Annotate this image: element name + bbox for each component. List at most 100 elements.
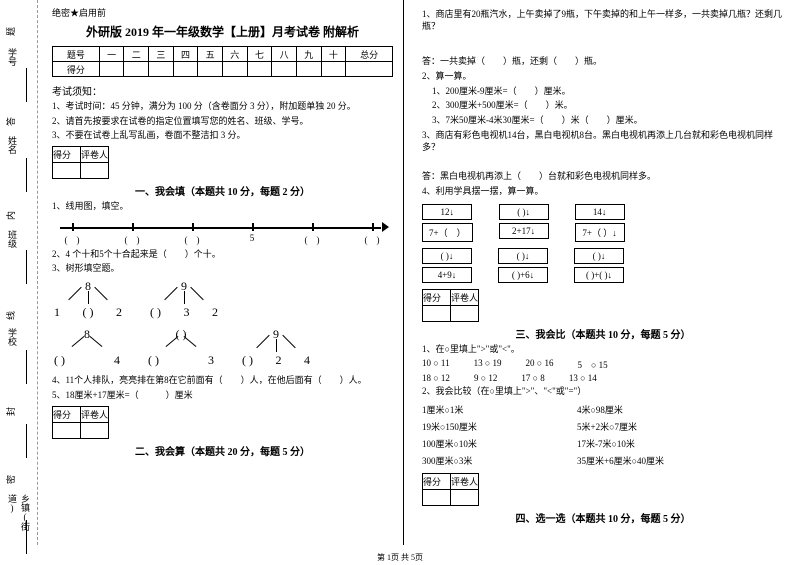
- tree-leaf: 3: [184, 305, 190, 320]
- td: 得分: [423, 289, 451, 305]
- cmp-row: 18 ○ 129 ○ 1217 ○ 813 ○ 14: [422, 373, 784, 383]
- s2-q2: 2、算一算。: [422, 71, 784, 83]
- tree-leaf: ( ): [150, 305, 161, 320]
- th: 二: [124, 47, 149, 62]
- th: 六: [222, 47, 247, 62]
- tree-leaf: ( ): [54, 353, 65, 368]
- cmp: 5 ○ 15: [577, 358, 607, 371]
- box-bot: 4+9↓: [422, 267, 472, 283]
- s3-q1: 1、在○里填上">"或"<"。: [422, 344, 784, 356]
- table-row: 得分: [53, 62, 393, 77]
- tree: 9 ( )32: [148, 279, 220, 321]
- binding-margin: 题 学号 答 姓名 内 班级 线 学校 封 密 乡镇(街道): [0, 0, 38, 545]
- cmp-row: 1厘米○1米4米○98厘米: [422, 401, 784, 418]
- margin-side: 密: [4, 475, 17, 484]
- grader-table: 得分评卷人: [422, 473, 479, 506]
- notice-item: 3、不要在试卷上乱写乱画，卷面不整洁扣 3 分。: [52, 130, 393, 142]
- grader-table: 得分评卷人: [52, 406, 109, 439]
- s2-q2-1: 1、200厘米-9厘米=（ ）厘米。: [432, 86, 784, 98]
- secret-mark: 绝密★启用前: [52, 6, 393, 19]
- td: 得分: [53, 147, 81, 163]
- box-bot: ( )+( )↓: [574, 267, 624, 283]
- box-top: ( )↓: [498, 248, 548, 264]
- q4: 4、11个人排队，亮亮排在第8在它前面有（ ）人，在他后面有（ ）人。: [52, 375, 393, 387]
- tree: 8 ( ) 4: [52, 327, 122, 369]
- margin-line: [26, 68, 27, 102]
- s2-a1: 答：一共卖掉（ ）瓶，还剩（ ）瓶。: [422, 56, 784, 68]
- section-2-header: 二、我会算（本题共 20 分，每题 5 分）: [52, 443, 393, 458]
- notice-item: 2、请首先按要求在试卷的指定位置填写您的姓名、班级、学号。: [52, 116, 393, 128]
- th: 十: [321, 47, 346, 62]
- margin-side: 内: [4, 211, 17, 220]
- section-4-header: 四、选一选（本题共 10 分，每题 5 分）: [422, 510, 784, 525]
- s2-q2-2: 2、300厘米+500厘米=（ ）米。: [432, 100, 784, 112]
- tree: ( ) ( )3: [146, 327, 216, 369]
- box-bot: 7+（ ）↓: [575, 223, 625, 242]
- margin-side: 答: [4, 117, 17, 126]
- notice-header: 考试须知：: [52, 83, 393, 98]
- tree: 8 1( )2: [52, 279, 124, 321]
- tree-row-b: 8 ( ) 4 ( ) ( ) 3 9 ( )24: [52, 327, 393, 369]
- box-stack: ( )↓( )+6↓: [498, 248, 548, 283]
- section-1-header: 一、我会填（本题共 10 分，每题 2 分）: [52, 183, 393, 198]
- cmp: 10 ○ 11: [422, 358, 450, 371]
- margin-side: 封: [4, 407, 17, 416]
- cmp-row: 300厘米○3米35厘米+6厘米○40厘米: [422, 452, 784, 469]
- box-row-2: ( )↓4+9↓ ( )↓( )+6↓ ( )↓( )+( )↓: [422, 248, 784, 283]
- cmp: 5米+2米○7厘米: [577, 420, 732, 433]
- cmp: 18 ○ 12: [422, 373, 450, 383]
- box-row-1: 12↓7+（ ） ( )↓2+17↓ 14↓7+（ ）↓: [422, 204, 784, 242]
- tree-top: ( ): [176, 327, 187, 342]
- td: 得分: [423, 473, 451, 489]
- box-top: ( )↓: [499, 204, 549, 220]
- score-table: 题号 一 二 三 四 五 六 七 八 九 十 总分 得分: [52, 46, 393, 77]
- th: 九: [296, 47, 321, 62]
- td: 评卷人: [451, 473, 479, 489]
- th: 一: [99, 47, 124, 62]
- s2-q2-3: 3、7米50厘米-4米30厘米=（ ）米（ ）厘米。: [432, 115, 784, 127]
- cmp: 1厘米○1米: [422, 403, 577, 416]
- th: 题号: [53, 47, 100, 62]
- tree-leaf: 4: [114, 353, 120, 368]
- s2-q3: 3、商店有彩色电视机14台，黑白电视机8台。黑白电视机再添上几台就和彩色电视机同…: [422, 130, 784, 153]
- cmp: 13 ○ 14: [569, 373, 597, 383]
- th: 五: [198, 47, 223, 62]
- box-top: 14↓: [575, 204, 625, 220]
- cmp: 17 ○ 8: [521, 373, 544, 383]
- th: 三: [149, 47, 174, 62]
- tree-leaf: 2: [212, 305, 218, 320]
- box-stack: ( )↓( )+( )↓: [574, 248, 624, 283]
- tree-leaf: 2: [116, 305, 122, 320]
- tree-top: 8: [84, 327, 90, 342]
- nl-val: ( ): [365, 233, 380, 246]
- table-row: 题号 一 二 三 四 五 六 七 八 九 十 总分: [53, 47, 393, 62]
- box-stack: 14↓ 7+（ ）↓: [575, 204, 625, 242]
- margin-label-name: 姓名: [6, 136, 19, 154]
- td: 得分: [53, 62, 100, 77]
- tree-leaf: 2: [276, 353, 282, 368]
- box-stack: 12↓7+（ ）: [422, 204, 473, 242]
- nl-val: ( ): [125, 233, 140, 246]
- q2: 2、4 个十和5个十合起来是（ ）个十。: [52, 249, 393, 261]
- tree: 9 ( )24: [240, 327, 312, 369]
- margin-line: [26, 350, 27, 384]
- td: 评卷人: [451, 289, 479, 305]
- cmp: 20 ○ 16: [526, 358, 554, 371]
- page-footer: 第 1页 共 5页: [0, 552, 800, 563]
- box-stack: ( )↓ 4+9↓: [422, 248, 472, 283]
- box-top: ( )↓: [422, 248, 472, 264]
- tree-leaf: 3: [208, 353, 214, 368]
- nl-val: ( ): [185, 233, 200, 246]
- s2-q4: 4、利用学具摆一摆，算一算。: [422, 186, 784, 198]
- cmp-row: 19米○150厘米5米+2米○7厘米: [422, 418, 784, 435]
- margin-label-town: 乡镇(街道): [6, 494, 32, 545]
- cmp-row: 100厘米○10米17米-7米○10米: [422, 435, 784, 452]
- s2-q1: 1、商店里有20瓶汽水，上午卖掉了9瓶，下午卖掉的和上午一样多，一共卖掉几瓶？还…: [422, 9, 784, 32]
- th: 四: [173, 47, 198, 62]
- cmp: 4米○98厘米: [577, 403, 732, 416]
- margin-line: [26, 520, 27, 554]
- s3-q2: 2、我会比较（在○里填上">"、"<"或"="）: [422, 386, 784, 398]
- nl-val: ( ): [65, 233, 80, 246]
- cmp: 35厘米+6厘米○40厘米: [577, 454, 732, 467]
- nl-val: 5: [250, 233, 255, 243]
